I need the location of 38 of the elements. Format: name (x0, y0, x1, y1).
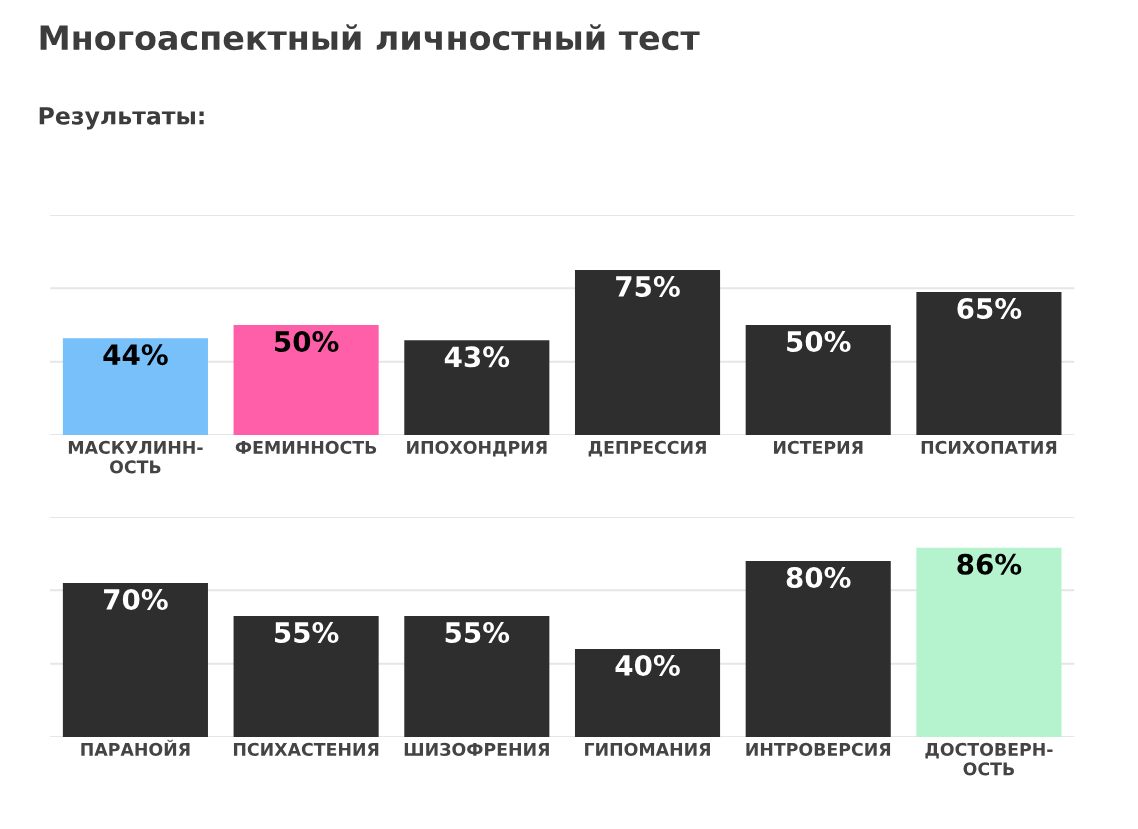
data-label: 70% (104, 588, 168, 610)
x-tick-label: ПАРАНОЙЯ (81, 739, 190, 756)
x-tick-label: ШИЗОФРЕНИЯ (404, 742, 549, 756)
x-tick-label: ИНТРОВЕРСИЯ (746, 742, 891, 756)
chart-title: Многоаспектный личностный тест (40, 24, 700, 51)
x-tick-label: ПСИХОПАТИЯ (921, 440, 1057, 454)
bar (745, 324, 891, 435)
x-tick-label: ДЕПРЕССИЯ (588, 440, 706, 457)
data-label: 75% (616, 275, 680, 297)
bar (916, 291, 1062, 435)
x-tick-label: ФЕМИННОСТЬ (235, 440, 377, 454)
x-tick-label: ПСИХАСТЕНИЯ (233, 742, 379, 756)
bar (62, 338, 208, 435)
bar (404, 340, 550, 435)
data-label: 55% (445, 621, 510, 643)
bar (404, 615, 550, 737)
data-label: 86% (957, 553, 1022, 575)
bar (574, 269, 721, 435)
chart-subtitle: Результаты: (39, 107, 204, 130)
data-label: 44% (103, 344, 168, 366)
data-label: 50% (275, 330, 339, 352)
bar (233, 615, 379, 737)
bar (233, 324, 379, 435)
x-tick-label: ИСТЕРИЯ (774, 440, 863, 454)
data-label: 80% (786, 566, 851, 588)
bar (745, 560, 891, 737)
bar (62, 582, 208, 737)
data-label: 40% (615, 654, 680, 676)
data-label: 65% (957, 297, 1022, 319)
bar (916, 547, 1062, 737)
x-tick-label: ДОСТОВЕРН- ОСТЬ (925, 742, 1053, 776)
x-tick-label: МАСКУЛИНН- ОСТЬ (68, 440, 203, 474)
bar (574, 648, 721, 737)
data-label: 55% (275, 621, 339, 643)
data-label: 43% (444, 346, 510, 368)
x-tick-label: ГИПОМАНИЯ (585, 742, 710, 756)
x-tick-label: ИПОХОНДРИЯ (407, 440, 547, 457)
data-label: 50% (787, 330, 851, 352)
